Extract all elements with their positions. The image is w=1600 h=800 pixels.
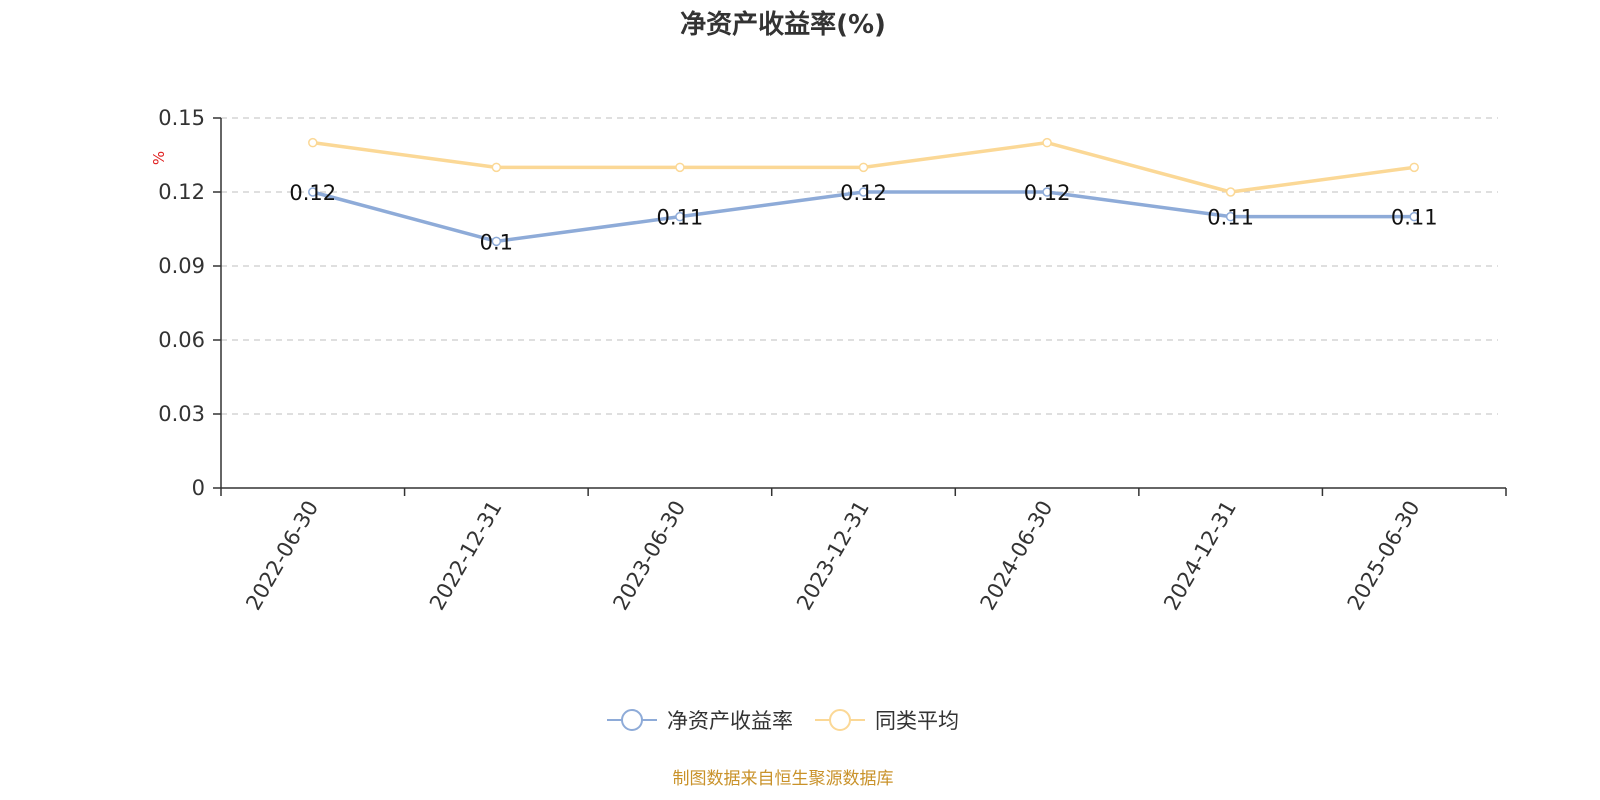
y-tick-label: 0.06 bbox=[158, 328, 205, 352]
series-0 bbox=[308, 187, 1419, 247]
series-point-1 bbox=[675, 162, 685, 173]
series-point-0 bbox=[1409, 211, 1419, 222]
series-point-1 bbox=[1042, 137, 1052, 148]
y-axis-unit-label: % bbox=[150, 151, 168, 165]
series-point-1 bbox=[308, 137, 318, 148]
x-tick-label: 2023-12-31 bbox=[792, 497, 874, 615]
source-note: 制图数据来自恒生聚源数据库 bbox=[672, 769, 894, 789]
y-tick-label: 0.03 bbox=[158, 402, 205, 426]
legend-item-series-1[interactable]: 同类平均 bbox=[815, 705, 959, 735]
data-label: 0.11 bbox=[1391, 206, 1438, 230]
series-layer bbox=[308, 137, 1419, 247]
series-point-0 bbox=[858, 187, 869, 197]
data-label: 0.12 bbox=[289, 181, 336, 205]
series-point-1 bbox=[858, 162, 869, 173]
legend-item-series-0[interactable]: 净资产收益率 bbox=[607, 705, 793, 735]
x-tick-label: 2023-06-30 bbox=[608, 497, 690, 615]
legend-line-circle-icon bbox=[607, 709, 657, 731]
series-point-0 bbox=[308, 187, 318, 197]
data-label: 0.1 bbox=[480, 230, 513, 254]
series-point-0 bbox=[1225, 211, 1236, 222]
series-point-1 bbox=[1225, 187, 1236, 197]
data-label: 0.11 bbox=[1207, 206, 1254, 230]
series-1 bbox=[308, 137, 1419, 197]
series-point-0 bbox=[1042, 187, 1052, 197]
data-label: 0.11 bbox=[657, 206, 704, 230]
series-point-1 bbox=[491, 162, 502, 173]
y-tick-label: 0 bbox=[192, 476, 205, 500]
x-tick-label: 2022-12-31 bbox=[425, 497, 507, 615]
legend: 净资产收益率 同类平均 bbox=[0, 705, 1566, 735]
y-tick-label: 0.15 bbox=[158, 106, 205, 130]
series-point-0 bbox=[491, 236, 502, 247]
series-point-1 bbox=[1409, 162, 1419, 173]
x-tick-label: 2024-06-30 bbox=[976, 497, 1058, 615]
line-chart: 0 0.03 0.06 0.09 0.12 0.15% 2022-06-30 2022-12-… bbox=[150, 106, 1507, 615]
legend-label-series-1: 同类平均 bbox=[875, 709, 959, 733]
data-label: 0.12 bbox=[1024, 181, 1071, 205]
series-point-0 bbox=[675, 211, 685, 222]
label-layer: 0.12 0.1 0.11 0.12 0.12 0.11 0.11 bbox=[289, 181, 1437, 254]
grid-layer bbox=[221, 117, 1498, 415]
y-tick-label: 0.09 bbox=[158, 254, 205, 278]
x-tick-label: 2022-06-30 bbox=[241, 497, 323, 615]
x-tick-label: 2024-12-31 bbox=[1159, 497, 1241, 615]
legend-label-series-0: 净资产收益率 bbox=[667, 709, 793, 733]
x-tick-label: 2025-06-30 bbox=[1343, 497, 1425, 615]
data-label: 0.12 bbox=[840, 181, 887, 205]
y-tick-label: 0.12 bbox=[158, 180, 205, 204]
legend-line-circle-icon bbox=[815, 709, 865, 731]
chart-title: 净资产收益率(%) bbox=[680, 10, 886, 40]
